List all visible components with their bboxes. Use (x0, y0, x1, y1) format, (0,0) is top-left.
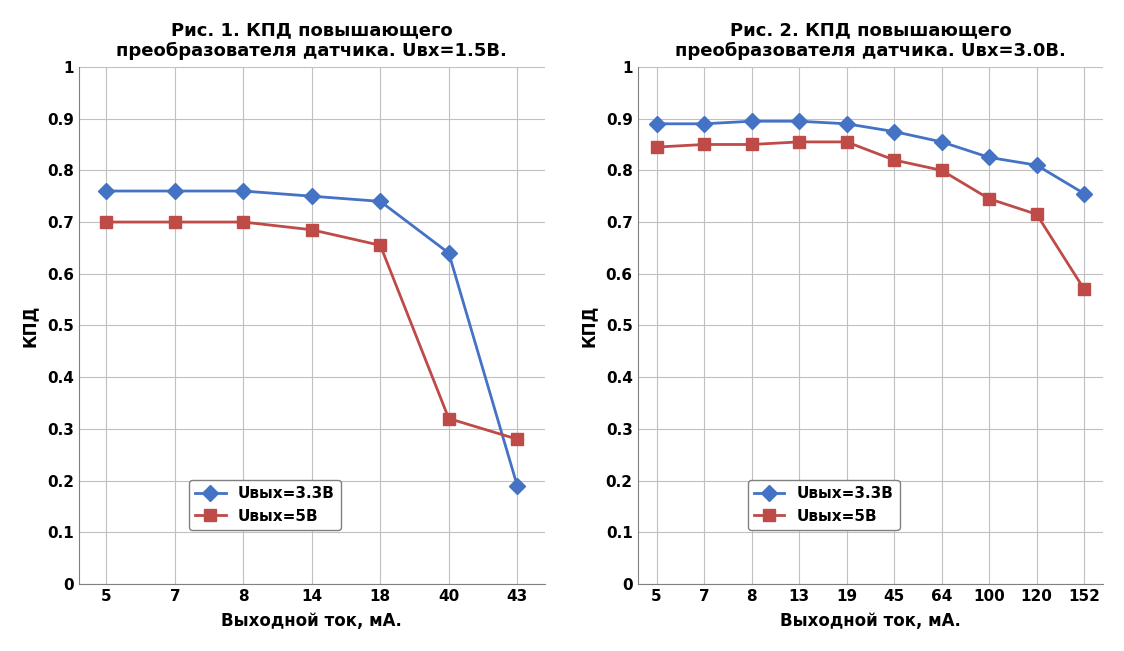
Uвых=3.3В (697, 120, 710, 128)
Uвых=3.3В (510, 482, 524, 490)
Legend: Uвых=3.3В, Uвых=5В: Uвых=3.3В, Uвых=5В (747, 480, 899, 530)
Uвых=5В (745, 141, 759, 148)
Uвых=3.3В (982, 154, 996, 161)
Uвых=5В (442, 415, 455, 422)
Uвых=5В (792, 138, 806, 146)
Uвых=5В (697, 141, 710, 148)
Y-axis label: КПД: КПД (21, 304, 39, 346)
Uвых=3.3В (840, 120, 853, 128)
Uвых=5В (100, 218, 114, 226)
Uвых=5В (887, 156, 900, 164)
Line: Uвых=5В: Uвых=5В (101, 217, 523, 445)
Uвых=3.3В (887, 128, 900, 135)
Line: Uвых=3.3В: Uвых=3.3В (651, 116, 1089, 199)
Uвых=5В (982, 195, 996, 202)
Uвых=3.3В (373, 197, 387, 205)
Uвых=5В (840, 138, 853, 146)
Title: Рис. 1. КПД повышающего
преобразователя датчика. Uвх=1.5В.: Рис. 1. КПД повышающего преобразователя … (117, 21, 507, 60)
Uвых=3.3В (1030, 161, 1043, 169)
Uвых=5В (935, 167, 949, 174)
Uвых=5В (169, 218, 182, 226)
Uвых=3.3В (305, 192, 318, 200)
Uвых=3.3В (792, 117, 806, 125)
Uвых=5В (1030, 210, 1043, 218)
Line: Uвых=3.3В: Uвых=3.3В (101, 186, 523, 492)
Uвых=5В (510, 436, 524, 443)
Uвых=3.3В (745, 117, 759, 125)
Uвых=3.3В (650, 120, 663, 128)
Uвых=5В (650, 143, 663, 151)
Uвых=3.3В (100, 187, 114, 195)
Uвых=5В (1078, 285, 1091, 293)
Title: Рис. 2. КПД повышающего
преобразователя датчика. Uвх=3.0В.: Рис. 2. КПД повышающего преобразователя … (674, 21, 1066, 60)
Uвых=5В (373, 242, 387, 249)
Uвых=3.3В (169, 187, 182, 195)
Y-axis label: КПД: КПД (579, 304, 597, 346)
Uвых=3.3В (237, 187, 251, 195)
Uвых=5В (305, 226, 318, 234)
Uвых=3.3В (442, 249, 455, 257)
X-axis label: Выходной ток, мА.: Выходной ток, мА. (780, 612, 961, 630)
Uвых=3.3В (935, 138, 949, 146)
X-axis label: Выходной ток, мА.: Выходной ток, мА. (221, 612, 402, 630)
Uвых=3.3В (1078, 189, 1091, 197)
Legend: Uвых=3.3В, Uвых=5В: Uвых=3.3В, Uвых=5В (189, 480, 341, 530)
Line: Uвых=5В: Uвых=5В (651, 136, 1089, 295)
Uвых=5В (237, 218, 251, 226)
